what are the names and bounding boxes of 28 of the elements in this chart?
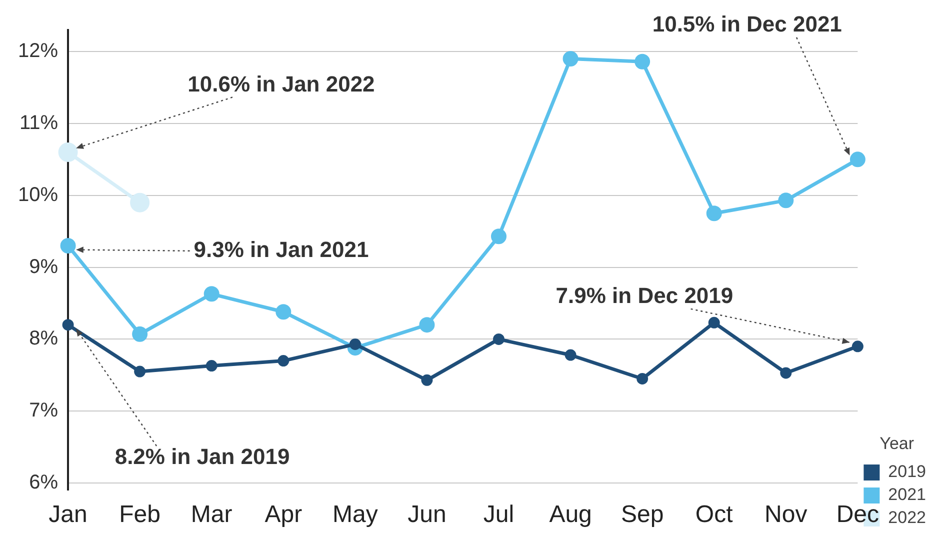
annotation: 9.3% in Jan 2021 — [194, 236, 369, 262]
y-tick-label: 7% — [29, 400, 58, 422]
legend-label: 2021 — [888, 485, 926, 504]
annotation: 8.2% in Jan 2019 — [114, 444, 290, 470]
y-tick-label: 6% — [29, 472, 58, 494]
annotation: 10.5% in Dec 2021 — [652, 11, 842, 36]
legend-title: Year — [880, 434, 914, 453]
annotation: 10.6% in Jan 2022 — [188, 71, 375, 96]
x-tick-label: Apr — [264, 501, 302, 528]
legend-label: 2022 — [888, 508, 926, 528]
x-tick-label: Aug — [549, 501, 592, 528]
y-tick-label: 10% — [18, 184, 58, 206]
annotation: 7.9% in Dec 2019 — [556, 282, 734, 308]
legend-label: 2019 — [888, 462, 926, 482]
x-tick-label: Sep — [620, 501, 664, 528]
x-tick-label: Mar — [190, 501, 232, 528]
y-tick-label: 9% — [29, 256, 58, 278]
x-tick-label: Feb — [119, 501, 160, 528]
x-tick-label: Oct — [695, 501, 734, 528]
y-tick-label: 11% — [19, 112, 58, 134]
x-tick-label: Jun — [408, 501, 446, 528]
x-tick-label: Jan — [48, 501, 88, 528]
x-tick-label: Dec — [836, 501, 880, 528]
x-tick-label: Nov — [764, 501, 808, 528]
x-tick-label: Jul — [483, 501, 514, 528]
y-tick-label: 8% — [29, 328, 58, 350]
y-tick-label: 12% — [18, 40, 58, 62]
x-tick-label: May — [332, 501, 378, 528]
